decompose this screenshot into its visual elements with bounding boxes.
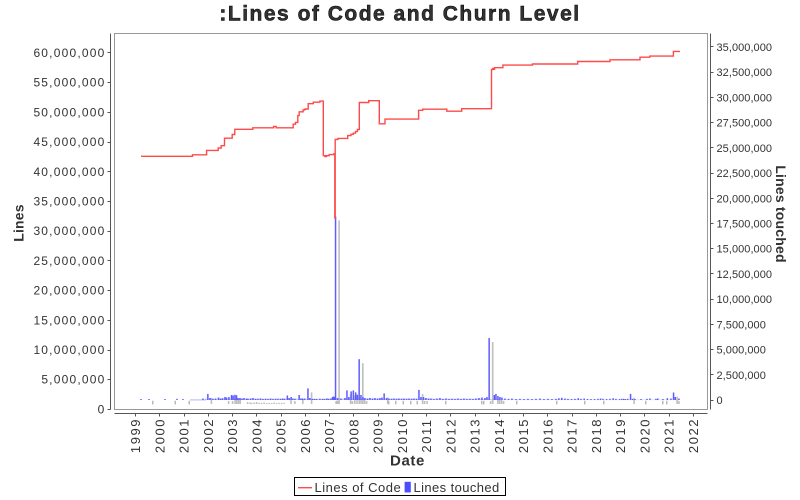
svg-text:22,500,000: 22,500,000 xyxy=(717,168,773,180)
svg-text:7,500,000: 7,500,000 xyxy=(717,319,766,331)
svg-text:2,500,000: 2,500,000 xyxy=(717,370,766,382)
svg-text:10,000,000: 10,000,000 xyxy=(717,294,773,306)
svg-text:2000: 2000 xyxy=(152,418,167,453)
svg-text:2017: 2017 xyxy=(565,418,580,453)
svg-text:2009: 2009 xyxy=(371,418,386,453)
svg-text:5,000,000: 5,000,000 xyxy=(41,373,105,387)
svg-text:2008: 2008 xyxy=(346,418,361,453)
svg-text:2016: 2016 xyxy=(540,418,555,453)
svg-text:20,000,000: 20,000,000 xyxy=(33,284,105,298)
svg-text:35,000,000: 35,000,000 xyxy=(33,195,105,209)
svg-text:27,500,000: 27,500,000 xyxy=(717,118,773,130)
svg-text:2010: 2010 xyxy=(395,418,410,453)
svg-text:2018: 2018 xyxy=(589,418,604,453)
svg-text:2007: 2007 xyxy=(322,418,337,453)
svg-text:2004: 2004 xyxy=(249,418,264,453)
svg-text:0: 0 xyxy=(717,395,723,407)
svg-text:1999: 1999 xyxy=(128,418,143,453)
svg-text:10,000,000: 10,000,000 xyxy=(33,343,105,357)
svg-text:30,000,000: 30,000,000 xyxy=(33,224,105,238)
svg-text:2014: 2014 xyxy=(492,418,507,453)
svg-text:2002: 2002 xyxy=(201,418,216,453)
svg-text:2003: 2003 xyxy=(225,418,240,453)
svg-text:25,000,000: 25,000,000 xyxy=(33,254,105,268)
svg-text:55,000,000: 55,000,000 xyxy=(33,76,105,90)
svg-text:2015: 2015 xyxy=(516,418,531,453)
svg-text:20,000,000: 20,000,000 xyxy=(717,193,773,205)
svg-text:35,000,000: 35,000,000 xyxy=(717,42,773,54)
svg-text:Lines touched: Lines touched xyxy=(773,165,789,263)
svg-text:2006: 2006 xyxy=(298,418,313,453)
svg-text:2011: 2011 xyxy=(419,418,434,452)
svg-text:2020: 2020 xyxy=(638,418,653,453)
svg-text:25,000,000: 25,000,000 xyxy=(717,143,773,155)
svg-text:Lines touched: Lines touched xyxy=(414,480,500,495)
svg-text:Lines of Code: Lines of Code xyxy=(315,480,402,495)
svg-text:30,000,000: 30,000,000 xyxy=(717,92,773,104)
svg-text:5,000,000: 5,000,000 xyxy=(717,345,766,357)
svg-text:2012: 2012 xyxy=(443,418,458,453)
svg-text::Lines of Code and Churn Level: :Lines of Code and Churn Level xyxy=(219,3,580,26)
svg-text:2005: 2005 xyxy=(274,418,289,453)
svg-text:2013: 2013 xyxy=(468,418,483,453)
svg-text:0: 0 xyxy=(98,402,106,416)
svg-text:Date: Date xyxy=(390,453,425,470)
svg-text:60,000,000: 60,000,000 xyxy=(33,46,105,60)
svg-text:15,000,000: 15,000,000 xyxy=(33,313,105,327)
svg-text:Lines: Lines xyxy=(11,204,27,242)
svg-text:32,500,000: 32,500,000 xyxy=(717,67,773,79)
svg-text:40,000,000: 40,000,000 xyxy=(33,165,105,179)
svg-text:2019: 2019 xyxy=(613,418,628,453)
svg-text:2021: 2021 xyxy=(662,418,677,453)
svg-text:50,000,000: 50,000,000 xyxy=(33,105,105,119)
svg-text:2022: 2022 xyxy=(686,418,701,453)
svg-text:17,500,000: 17,500,000 xyxy=(717,219,773,231)
svg-text:12,500,000: 12,500,000 xyxy=(717,269,773,281)
svg-text:15,000,000: 15,000,000 xyxy=(717,244,773,256)
svg-text:2001: 2001 xyxy=(177,418,192,453)
svg-text:45,000,000: 45,000,000 xyxy=(33,135,105,149)
